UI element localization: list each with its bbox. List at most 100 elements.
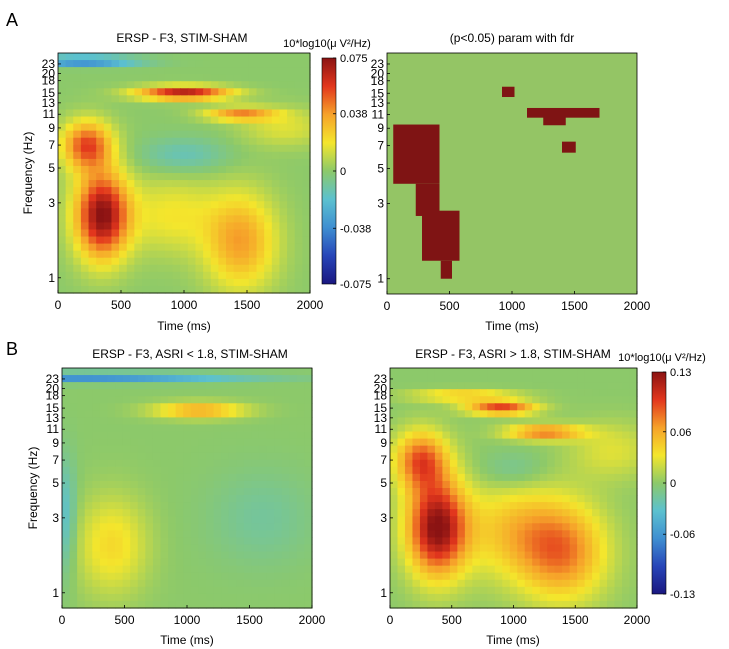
heatmap-cell: [210, 187, 219, 195]
heatmap-cell: [442, 396, 451, 404]
heatmap-cell: [614, 403, 623, 411]
heatmap-cell: [302, 187, 311, 195]
heatmap-cell: [502, 417, 511, 426]
heatmap-cell: [419, 375, 429, 383]
heatmap-cell: [137, 551, 146, 560]
heatmap-cell: [236, 530, 245, 539]
heatmap-cell: [115, 579, 124, 588]
heatmap-cell: [592, 368, 601, 376]
heatmap-cell: [187, 271, 197, 280]
heatmap-cell: [554, 502, 563, 510]
heatmap-cell: [73, 158, 82, 167]
heatmap-cell: [236, 586, 245, 595]
heatmap-cell: [487, 480, 496, 489]
heatmap-cell: [279, 229, 288, 238]
heatmap-cell: [103, 95, 113, 104]
heatmap-cell: [509, 389, 518, 397]
heatmap-cell: [599, 523, 608, 531]
heatmap-cell: [412, 445, 421, 454]
heatmap-cell: [226, 137, 235, 146]
heatmap-cell: [233, 158, 242, 167]
heatmap-cell: [218, 180, 227, 188]
heatmap-cell: [92, 593, 101, 602]
heatmap-cell: [175, 466, 184, 475]
y-tick-label: 7: [52, 453, 59, 467]
heatmap-cell: [479, 544, 488, 553]
heatmap-cell: [296, 579, 306, 588]
heatmap-cell: [122, 480, 131, 489]
heatmap-cell: [149, 271, 158, 280]
heatmap-cell: [84, 480, 93, 489]
heatmap-cell: [80, 264, 90, 273]
heatmap-cell: [58, 116, 67, 125]
heatmap-cell: [287, 123, 296, 132]
heatmap-cell: [99, 452, 109, 461]
heatmap-cell: [412, 417, 421, 426]
heatmap-cell: [183, 537, 192, 546]
heatmap-cell: [397, 593, 406, 602]
heatmap-cell: [213, 417, 222, 426]
heatmap-cell: [137, 445, 146, 454]
heatmap-cell: [251, 558, 260, 567]
heatmap-cell: [119, 187, 128, 195]
heatmap-cell: [218, 222, 227, 231]
heatmap-cell: [264, 109, 273, 118]
heatmap-cell: [449, 495, 458, 503]
heatmap-cell: [107, 410, 116, 419]
heatmap-cell: [517, 551, 526, 560]
heatmap-cell: [213, 600, 222, 609]
heatmap-cell: [142, 243, 151, 252]
y-tick-label: 18: [374, 389, 388, 403]
heatmap-cell: [427, 523, 436, 531]
heatmap-cell: [569, 382, 578, 390]
heatmap-cell: [427, 600, 436, 609]
heatmap-cell: [226, 88, 235, 96]
heatmap-cell: [251, 544, 260, 553]
heatmap-cell: [205, 544, 215, 553]
heatmap-cell: [228, 382, 237, 390]
heatmap-cell: [457, 368, 466, 376]
heatmap-cell: [96, 116, 105, 125]
heatmap-cell: [84, 466, 93, 475]
heatmap-cell: [614, 502, 623, 510]
colorbar-label: 10*log10(μ V²/Hz): [618, 352, 706, 364]
heatmap-cell: [62, 530, 71, 539]
heatmap-cell: [271, 116, 281, 125]
heatmap-cell: [92, 389, 101, 397]
heatmap-cell: [296, 459, 306, 468]
heatmap-cell: [99, 417, 109, 426]
heatmap-cell: [205, 417, 215, 426]
heatmap-cell: [172, 236, 181, 245]
heatmap-cell: [251, 445, 260, 454]
heatmap-cell: [96, 173, 105, 181]
heatmap-cell: [449, 509, 458, 517]
heatmap-cell: [509, 530, 518, 539]
heatmap-cell: [205, 488, 215, 496]
heatmap-cell: [103, 102, 113, 111]
heatmap-cell: [472, 586, 481, 595]
heatmap-cell: [160, 488, 169, 496]
heatmap-cell: [111, 187, 120, 195]
heatmap-cell: [271, 53, 281, 61]
heatmap-cell: [614, 410, 623, 419]
heatmap-cell: [614, 530, 623, 539]
heatmap-cell: [190, 459, 199, 468]
heatmap-cell: [487, 452, 496, 461]
heatmap-cell: [434, 396, 443, 404]
heatmap-cell: [302, 123, 311, 132]
heatmap-cell: [221, 530, 230, 539]
heatmap-cell: [88, 123, 97, 132]
heatmap-cell: [130, 382, 139, 390]
heatmap-cell: [629, 452, 638, 461]
heatmap-cell: [524, 558, 533, 567]
heatmap-cell: [134, 222, 143, 231]
heatmap-cell: [258, 551, 268, 560]
heatmap-cell: [390, 502, 399, 510]
heatmap-cell: [419, 537, 429, 546]
heatmap-cell: [164, 109, 174, 118]
heatmap-cell: [164, 144, 174, 153]
heatmap-cell: [157, 53, 166, 61]
heatmap-cell: [412, 473, 421, 482]
heatmap-cell: [472, 452, 481, 461]
heatmap-cell: [152, 466, 162, 475]
